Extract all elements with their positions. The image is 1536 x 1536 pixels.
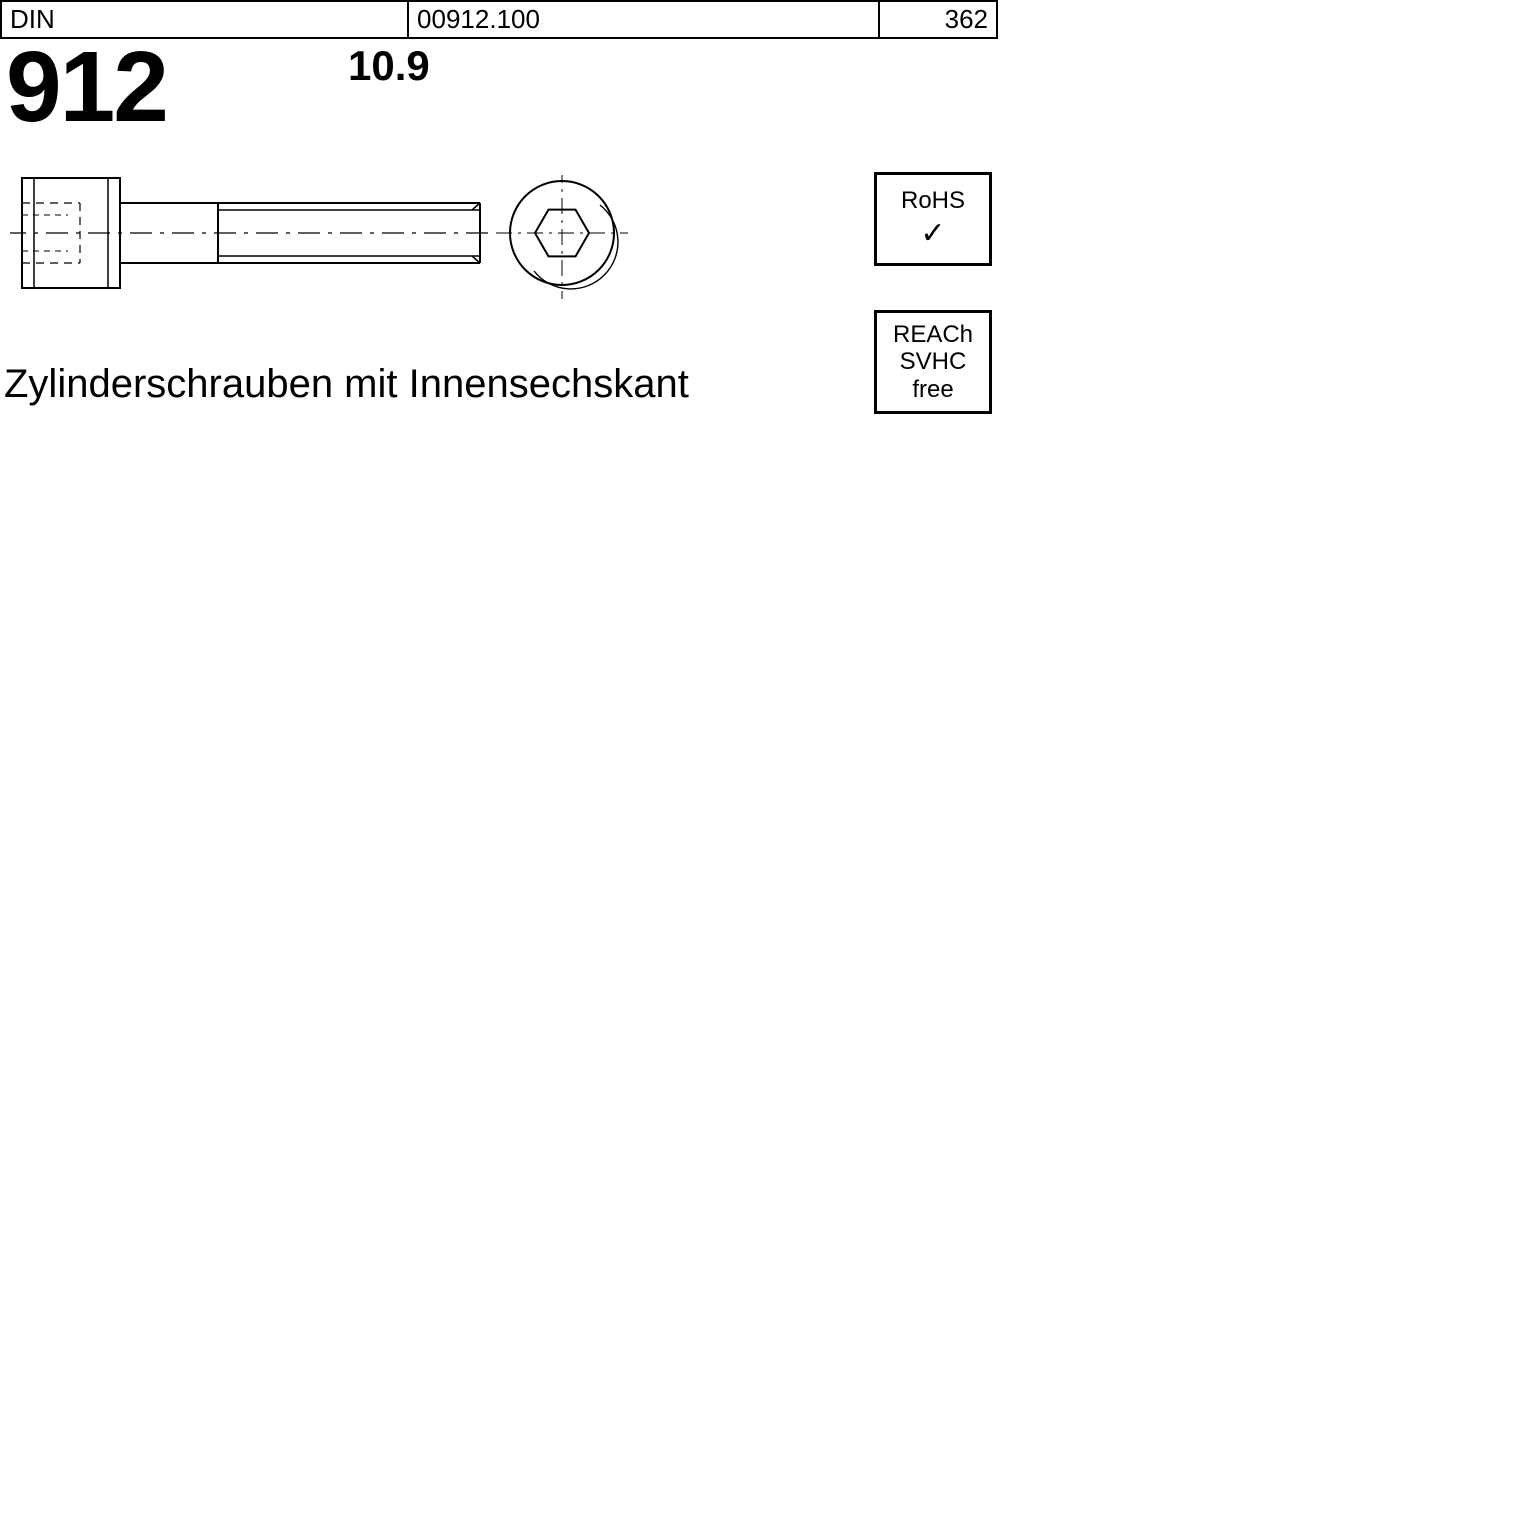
check-icon: ✓ <box>920 217 945 252</box>
bolt-diagram <box>10 175 630 315</box>
reach-badge: REACh SVHC free <box>874 310 992 414</box>
reach-line1: REACh <box>893 321 973 349</box>
strength-grade: 10.9 <box>348 42 430 90</box>
header-page: 362 <box>879 1 997 38</box>
rohs-label: RoHS <box>901 187 965 215</box>
standard-number: 912 <box>6 30 167 145</box>
header-code: 00912.100 <box>408 1 879 38</box>
reach-line2: SVHC <box>900 348 967 376</box>
rohs-badge: RoHS ✓ <box>874 172 992 266</box>
description: Zylinderschrauben mit Innensechskant <box>4 362 689 407</box>
reach-line3: free <box>912 376 953 404</box>
